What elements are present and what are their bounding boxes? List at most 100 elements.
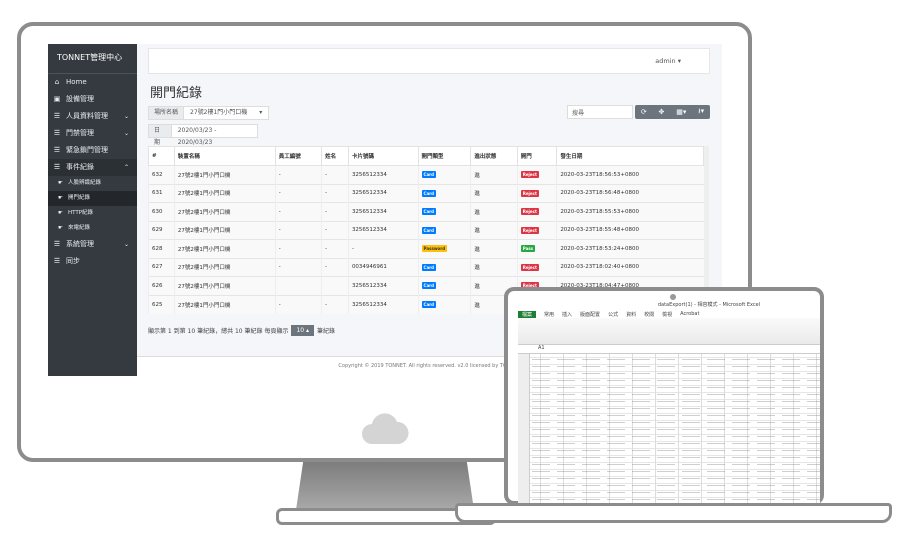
table-cell: Reject	[516, 165, 557, 184]
ribbon-tab[interactable]: 檔案	[518, 310, 537, 318]
page-size-select[interactable]: 10 ▴	[291, 325, 315, 336]
table-cell: 3256512334	[347, 183, 419, 203]
ribbon-tab[interactable]: 版面配置	[580, 311, 601, 318]
date-filter[interactable]: 日期 2020/03/23 - 2020/03/23	[148, 124, 258, 146]
table-row: 628 27號2樓1門小門口機 - - - Password 進 Pass 2020-03-23…	[148, 239, 704, 258]
site-select[interactable]: 27號2樓1門小門口機	[190, 109, 248, 116]
sidebar-item-label: 系統管理	[66, 240, 94, 248]
table-cell: -	[321, 294, 349, 314]
sidebar-item-label: 人員資料管理	[66, 112, 108, 120]
table-cell: -	[274, 257, 322, 277]
formula-bar[interactable]: A1	[518, 345, 820, 354]
table-cell: -	[321, 257, 349, 277]
excel-window: dataExport(1) - 相容模式 - Microsoft Excel 檔…	[518, 301, 820, 503]
table-cell: 27號2樓1門小門口機	[173, 239, 276, 258]
table-cell: 3256512334	[347, 165, 419, 184]
status-badge: Card	[421, 301, 437, 308]
column-header[interactable]: 姓名	[321, 146, 349, 166]
user-name: admin	[655, 57, 676, 65]
table-cell: 0034946961	[347, 257, 419, 277]
ribbon-tab[interactable]: Acrobat	[680, 311, 700, 317]
table-cell	[321, 276, 349, 295]
column-header[interactable]: 發生日期	[556, 146, 704, 166]
sidebar-subitem[interactable]: ☛ 人臉辨識紀錄	[48, 176, 137, 191]
column-header[interactable]: 卡片號碼	[347, 146, 419, 166]
page-title: 開門紀錄	[150, 86, 203, 101]
status-badge: Card	[421, 226, 437, 234]
camera-icon	[670, 294, 676, 300]
name-box[interactable]: A1	[538, 345, 545, 351]
sidebar-item-label: 同步	[66, 257, 80, 265]
laptop-base	[455, 503, 892, 523]
column-header[interactable]: 開門	[516, 146, 558, 166]
sidebar-subitem[interactable]: ☛ HTTP紀錄	[48, 206, 137, 221]
table-cell: 2020-03-23T18:55:53+0800	[556, 202, 704, 221]
sidebar-subitem[interactable]: ☛ 開門紀錄	[48, 191, 137, 206]
status-badge: Reject	[520, 208, 539, 216]
chevron-icon: ⌃	[123, 164, 129, 171]
move-icon[interactable]: ✥	[658, 108, 665, 116]
sidebar-item[interactable]: ☰ 人員資料管理 ⌄	[48, 108, 137, 125]
sidebar-item-label: 緊急鎖門管理	[66, 146, 108, 154]
sidebar-item-label: 門禁管理	[66, 129, 94, 137]
ribbon-tab[interactable]: 校閱	[644, 311, 655, 318]
chevron-icon: ⌄	[123, 113, 129, 120]
ribbon-tab[interactable]: 檢視	[662, 311, 673, 318]
export-icon[interactable]: ⭳▾	[698, 106, 705, 115]
sidebar-item[interactable]: ▣ 設備管理	[48, 91, 137, 108]
search-input[interactable]: 搜尋	[567, 105, 633, 119]
table-cell: 進	[470, 257, 518, 277]
ribbon-tabs: 檔案 常用 插入 版面配置 公式 資料 校閱 檢視 Acrobat	[518, 310, 820, 318]
site-filter[interactable]: 場所名稱 27號2樓1門小門口機 ▾	[148, 106, 270, 120]
sidebar-item-label: 事件紀錄	[66, 163, 94, 171]
sidebar-item[interactable]: ☰ 同步	[48, 253, 137, 270]
refresh-icon[interactable]: ⟳	[640, 108, 647, 116]
laptop: dataExport(1) - 相容模式 - Microsoft Excel 檔…	[504, 287, 824, 505]
table-cell: Card	[417, 202, 471, 221]
table-cell: 27號2樓1門小門口機	[173, 294, 276, 314]
device-icon: ▣	[53, 95, 61, 103]
column-header[interactable]: 員工編號	[274, 146, 323, 166]
table-cell: 628	[148, 239, 175, 258]
subitem-label: HTTP紀錄	[67, 210, 94, 216]
columns-icon[interactable]: ▦▾	[676, 108, 687, 116]
sidebar-item[interactable]: ☰ 緊急鎖門管理	[48, 142, 137, 159]
table-cell: 27號2樓1門小門口機	[173, 257, 276, 277]
top-navbar: admin ▾	[148, 48, 710, 74]
sidebar-item[interactable]: ⌂ Home	[48, 74, 137, 91]
ribbon-tab[interactable]: 資料	[626, 311, 637, 318]
sidebar-item[interactable]: ☰ 門禁管理 ⌄	[48, 125, 137, 142]
table-cell: 627	[148, 257, 175, 277]
sidebar-item[interactable]: ☰ 事件紀錄 ⌃	[48, 159, 137, 176]
user-menu[interactable]: admin ▾	[655, 57, 681, 65]
table-scrollbar[interactable]	[704, 146, 709, 316]
status-badge: Card	[421, 263, 437, 271]
table-cell: 進	[470, 220, 518, 240]
table-cell: 27號2樓1門小門口機	[173, 220, 276, 240]
page-size-value: 10	[296, 327, 305, 334]
ribbon-tab[interactable]: 插入	[562, 311, 573, 318]
brand-logo[interactable]: TONNET管理中心	[48, 44, 137, 74]
table-cell: Card	[417, 294, 471, 314]
column-header[interactable]: #	[148, 146, 175, 166]
column-header[interactable]: 裝置名稱	[173, 146, 276, 166]
table-cell: Card	[417, 276, 471, 295]
date-range-input[interactable]: 2020/03/23 - 2020/03/23	[177, 127, 217, 146]
table-cell: Card	[417, 220, 471, 240]
ribbon-tab[interactable]: 公式	[608, 311, 619, 318]
table-cell: Pass	[516, 239, 557, 258]
sidebar-subitem[interactable]: ☛ 來電紀錄	[48, 221, 137, 236]
column-header[interactable]: 進出狀態	[470, 146, 518, 166]
table-cell: 2020-03-23T18:53:24+0800	[556, 239, 704, 258]
spreadsheet-grid[interactable]	[518, 354, 820, 503]
list-icon: ☰	[53, 257, 61, 265]
table-cell: Card	[417, 165, 471, 184]
ribbon-tab[interactable]: 常用	[544, 311, 555, 318]
column-header[interactable]: 開門類型	[417, 146, 472, 166]
sidebar-item[interactable]: ☰ 系統管理 ⌄	[48, 236, 137, 253]
table-cell: 3256512334	[347, 294, 419, 314]
table-cell: 3256512334	[347, 220, 419, 240]
table-cell: 27號2樓1門小門口機	[173, 276, 276, 295]
table-cell: -	[321, 202, 349, 221]
table-cell: -	[321, 239, 349, 258]
